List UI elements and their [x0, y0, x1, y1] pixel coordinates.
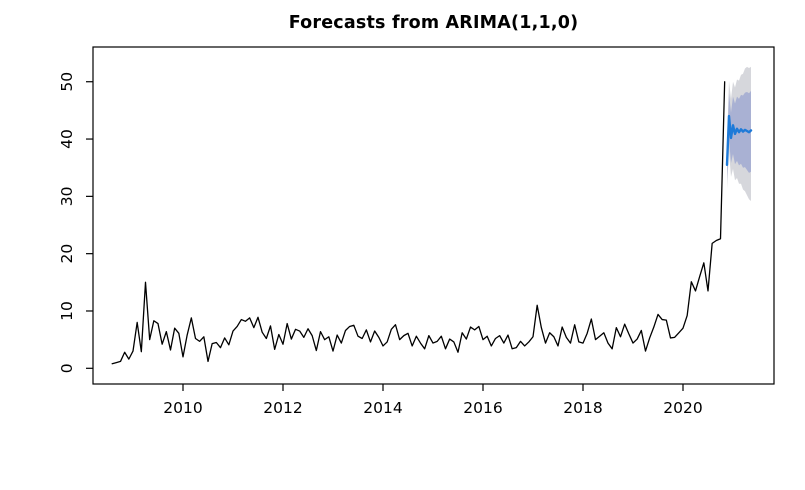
- chart-title: Forecasts from ARIMA(1,1,0): [288, 13, 579, 33]
- plot-border: [92, 46, 775, 385]
- confidence-band-80: [727, 90, 751, 181]
- x-tick-label: 2016: [463, 399, 502, 417]
- x-tick-label: 2020: [663, 399, 702, 417]
- y-tick-label: 10: [58, 301, 76, 321]
- x-tick-label: 2014: [363, 399, 402, 417]
- y-tick-label: 20: [58, 244, 76, 264]
- forecast-mean-line: [725, 114, 753, 167]
- x-tick-label: 2010: [163, 399, 202, 417]
- y-tick-label: 30: [58, 186, 76, 206]
- x-tick-label: 2018: [563, 399, 602, 417]
- y-tick-label: 40: [58, 129, 76, 149]
- y-tick-label: 50: [58, 72, 76, 92]
- observed-series-line: [111, 81, 726, 365]
- x-tick-label: 2012: [263, 399, 302, 417]
- y-tick-label: 0: [58, 363, 76, 373]
